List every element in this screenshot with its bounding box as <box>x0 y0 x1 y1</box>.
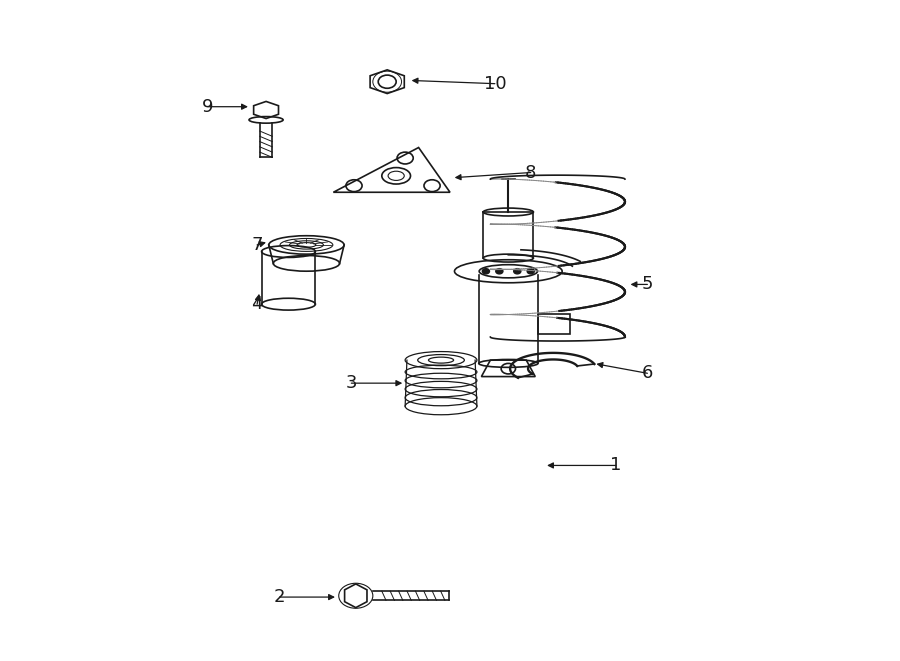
Text: 9: 9 <box>202 98 213 116</box>
Text: 6: 6 <box>642 364 653 382</box>
Circle shape <box>496 268 503 274</box>
Text: 2: 2 <box>274 588 285 606</box>
Text: 1: 1 <box>610 457 622 475</box>
Text: 8: 8 <box>525 163 536 182</box>
Text: 10: 10 <box>483 75 506 93</box>
Circle shape <box>527 268 535 274</box>
Circle shape <box>514 268 521 274</box>
Circle shape <box>482 268 490 274</box>
Text: 5: 5 <box>642 276 653 293</box>
Text: 4: 4 <box>251 295 263 313</box>
Text: 3: 3 <box>346 374 357 392</box>
Text: 7: 7 <box>251 236 263 254</box>
